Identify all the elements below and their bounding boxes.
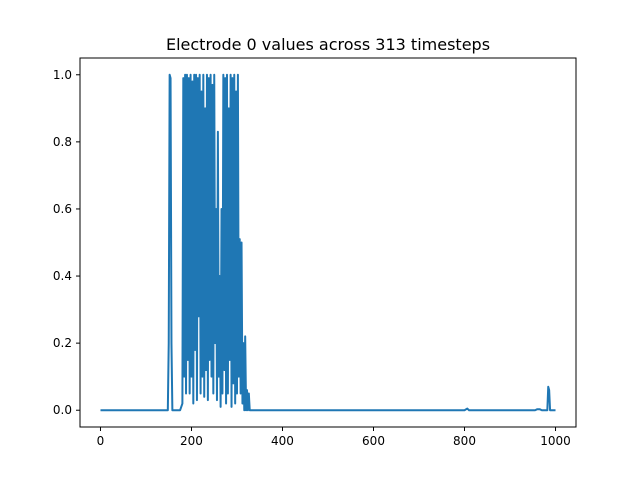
chart-title: Electrode 0 values across 313 timesteps xyxy=(166,35,490,54)
x-tick-label: 600 xyxy=(362,434,385,448)
y-tick-label: 0.2 xyxy=(53,336,72,350)
y-tick-label: 1.0 xyxy=(53,68,72,82)
y-tick-label: 0.8 xyxy=(53,135,72,149)
x-tick-label: 800 xyxy=(453,434,476,448)
y-tick-label: 0.6 xyxy=(53,202,72,216)
plot-frame xyxy=(79,57,577,428)
series-line-0 xyxy=(100,73,556,412)
y-tick-label: 0.0 xyxy=(53,403,72,417)
x-tick-label: 0 xyxy=(97,434,105,448)
plot-area xyxy=(100,73,556,412)
y-tick-label: 0.4 xyxy=(53,269,72,283)
axes: 0 200 400 600 800 1000 0.0 0.2 0.4 0.6 0.8 1.0 xyxy=(53,57,577,448)
x-tick-label: 200 xyxy=(180,434,203,448)
x-tick-label: 400 xyxy=(271,434,294,448)
x-tick-label: 1000 xyxy=(540,434,571,448)
